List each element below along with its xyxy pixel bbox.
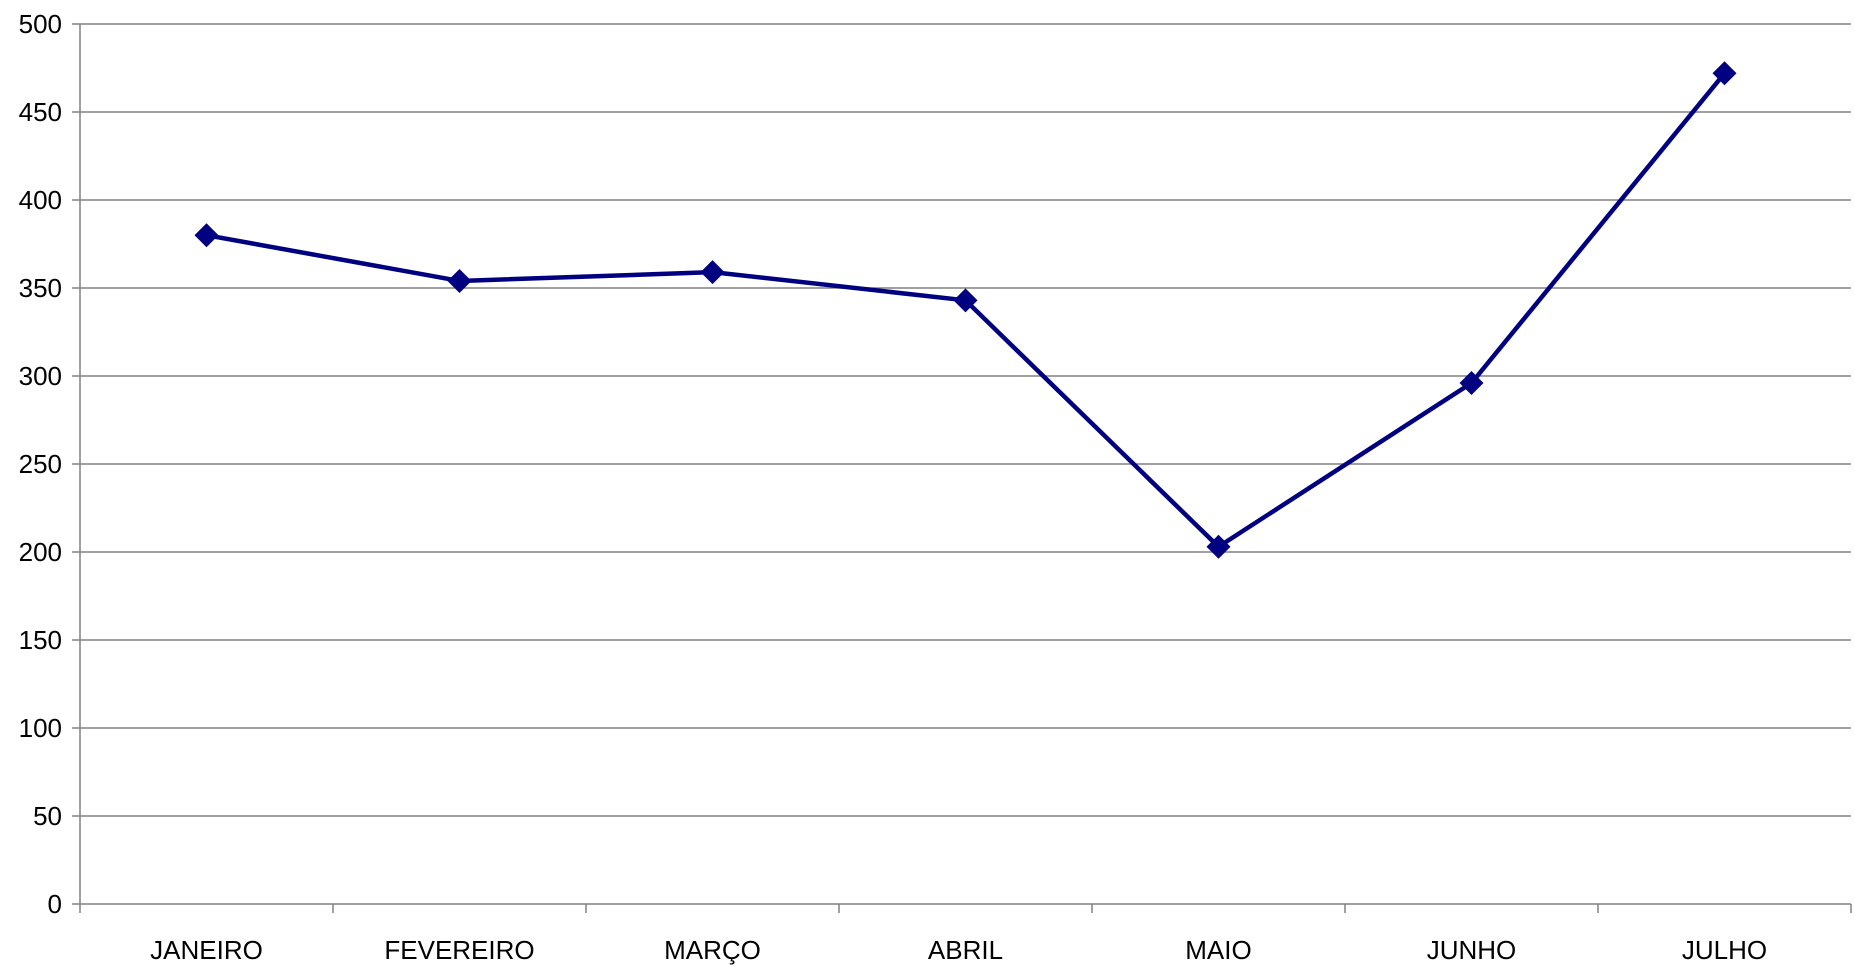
y-tick-label: 400 [19, 185, 62, 215]
y-tick-labels: 0 50 100 150 200 250 300 350 400 450 500 [19, 9, 62, 919]
data-point-marker [953, 288, 978, 313]
data-point-marker [194, 223, 219, 248]
x-tick-label: JULHO [1682, 935, 1767, 965]
data-point-marker [700, 260, 725, 285]
axis-layer [72, 23, 1852, 913]
data-point-marker [1206, 534, 1231, 559]
y-tick-label: 450 [19, 97, 62, 127]
y-tick-label: 350 [19, 273, 62, 303]
y-tick-label: 250 [19, 449, 62, 479]
x-tick-label: ABRIL [928, 935, 1003, 965]
series-layer [194, 61, 1737, 559]
data-point-marker [447, 268, 472, 293]
y-tick-label: 200 [19, 537, 62, 567]
x-tick-label: MARÇO [664, 935, 761, 965]
y-tick-label: 300 [19, 361, 62, 391]
y-tick-label: 100 [19, 713, 62, 743]
x-tick-label: MAIO [1185, 935, 1251, 965]
x-tick-label: FEVEREIRO [384, 935, 534, 965]
x-tick-label: JUNHO [1427, 935, 1517, 965]
x-tick-labels: JANEIRO FEVEREIRO MARÇO ABRIL MAIO JUNHO JULHO [150, 935, 1767, 965]
y-tick-label: 50 [33, 801, 62, 831]
y-tick-label: 500 [19, 9, 62, 39]
data-point-marker [1712, 61, 1737, 86]
x-tick-label: JANEIRO [150, 935, 263, 965]
y-tick-label: 150 [19, 625, 62, 655]
grid-layer [80, 23, 1851, 817]
data-point-marker [1459, 371, 1484, 396]
y-tick-label: 0 [48, 889, 62, 919]
